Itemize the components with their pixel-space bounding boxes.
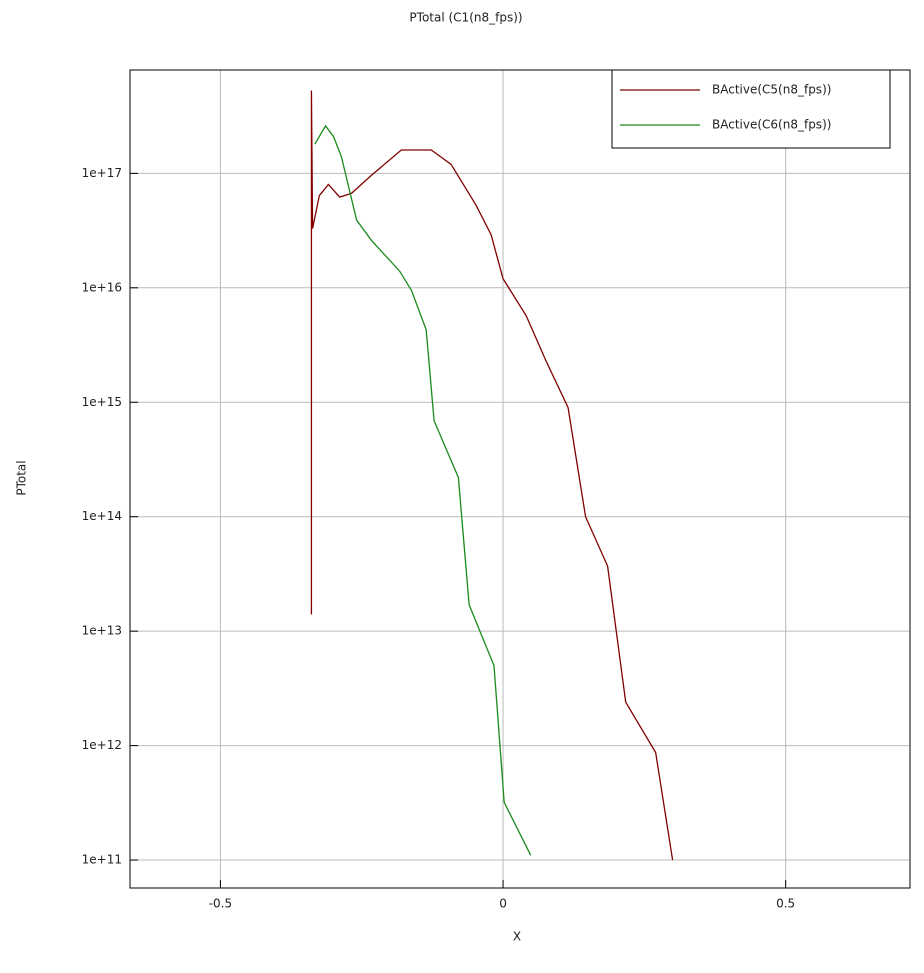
x-tick-label: 0 [499, 897, 507, 911]
y-tick-label: 1e+11 [82, 853, 122, 867]
plot-area [130, 70, 910, 888]
x-axis-label: X [513, 930, 521, 944]
chart-title: PTotal (C1(n8_fps)) [409, 11, 522, 25]
y-tick-label: 1e+16 [82, 280, 122, 294]
series-line [310, 90, 674, 861]
legend-box [611, 69, 891, 149]
y-tick-label: 1e+15 [82, 395, 122, 409]
series-line [314, 124, 532, 856]
y-tick-label: 1e+17 [82, 166, 122, 180]
legend-label: BActive(C5(n8_fps)) [712, 83, 831, 97]
plot-frame [129, 69, 911, 889]
x-tick-label: -0.5 [209, 897, 232, 911]
legend-label: BActive(C6(n8_fps)) [712, 118, 831, 132]
y-tick-label: 1e+13 [82, 624, 122, 638]
y-tick-label: 1e+14 [82, 509, 122, 523]
y-axis-label: PTotal [15, 460, 29, 495]
legend: BActive(C5(n8_fps)) BActive(C6(n8_fps)) [611, 69, 891, 149]
x-tick-label: 0.5 [776, 897, 795, 911]
y-tick-label: 1e+12 [82, 738, 122, 752]
